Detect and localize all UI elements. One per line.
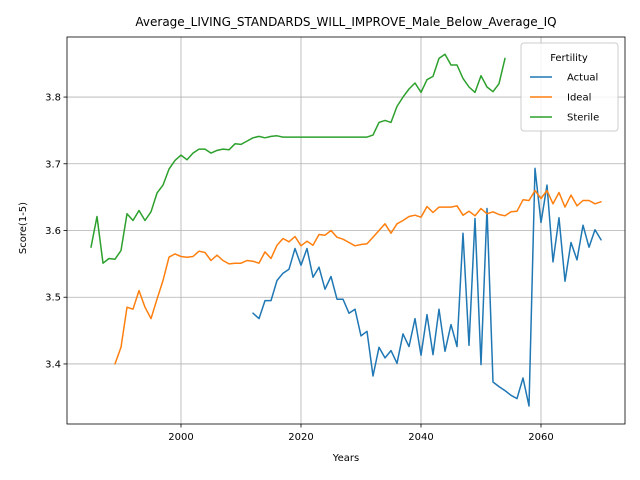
x-tick-label: 2060 [528, 432, 553, 443]
legend-label-sterile: Sterile [567, 113, 599, 124]
legend: Fertility Actual Ideal Sterile [520, 42, 619, 132]
x-tick-label: 2040 [408, 432, 433, 443]
legend-box [520, 42, 619, 132]
x-tick-label: 2020 [288, 432, 313, 443]
y-tick-label: 3.5 [45, 293, 61, 304]
y-axis-ticks: 3.4 3.5 3.6 3.7 3.8 [45, 93, 67, 370]
series-line-actual [252, 167, 602, 407]
series-line-ideal [114, 189, 602, 365]
y-tick-label: 3.4 [45, 359, 61, 370]
y-tick-label: 3.7 [45, 159, 61, 170]
legend-title: Fertility [550, 53, 588, 64]
x-tick-label: 2000 [168, 432, 193, 443]
y-tick-label: 3.6 [45, 226, 61, 237]
series-line-sterile [90, 53, 506, 264]
legend-label-ideal: Ideal [567, 93, 591, 104]
x-axis-label: Years [332, 453, 359, 464]
legend-label-actual: Actual [567, 73, 598, 84]
chart-title: Average_LIVING_STANDARDS_WILL_IMPROVE_Ma… [135, 15, 556, 29]
y-tick-label: 3.8 [45, 93, 61, 104]
series-lines [90, 53, 602, 407]
x-axis-ticks: 2000 2020 2040 2060 [168, 424, 554, 443]
legend-items: Actual Ideal Sterile [530, 73, 599, 124]
y-axis-label: Score(1-5) [18, 202, 29, 254]
